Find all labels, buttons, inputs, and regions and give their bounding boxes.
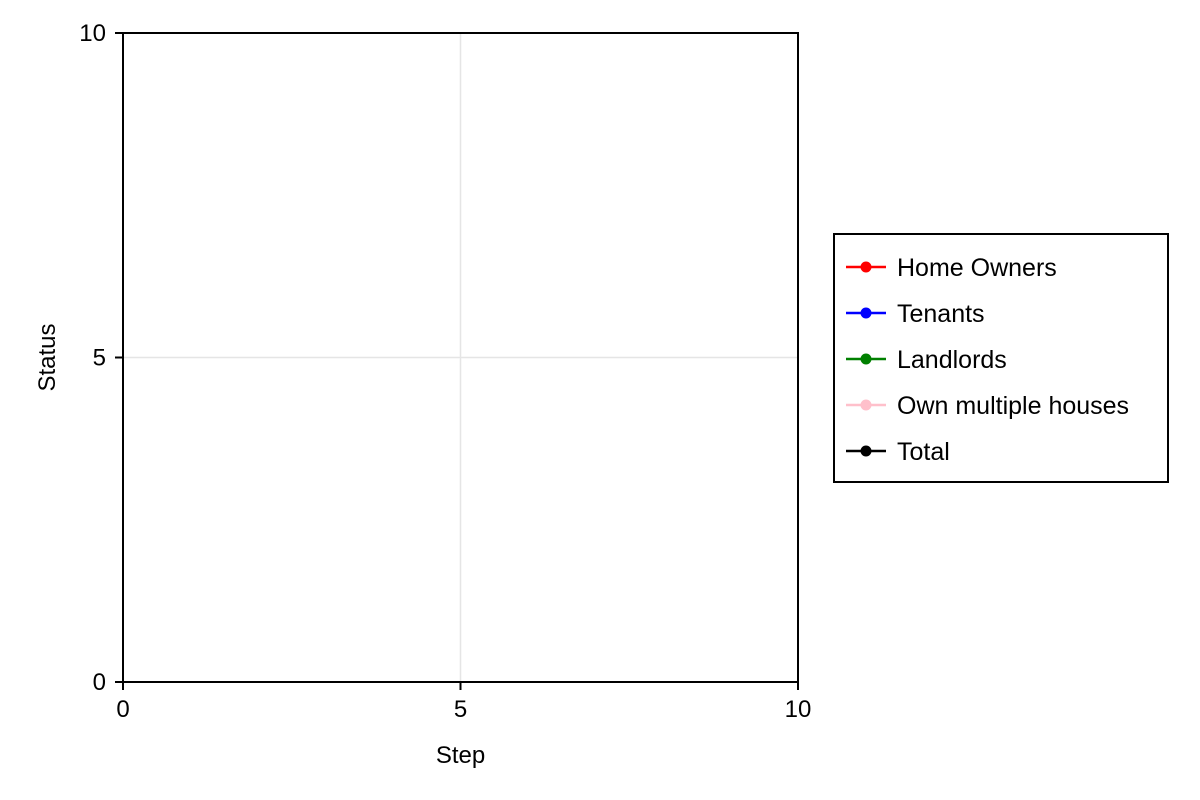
y-tick-label: 10 xyxy=(79,20,106,47)
legend-label: Landlords xyxy=(897,346,1007,374)
legend-item: Landlords xyxy=(846,346,1007,374)
legend-box xyxy=(833,233,1169,483)
legend-item: Tenants xyxy=(846,300,985,328)
legend-marker-swatch xyxy=(860,353,872,365)
legend-label: Total xyxy=(897,438,950,466)
y-tick-label: 0 xyxy=(93,669,106,696)
legend-item: Own multiple houses xyxy=(846,392,1129,420)
legend-marker-swatch xyxy=(860,399,872,411)
x-tick-label: 5 xyxy=(454,696,467,723)
legend-label: Tenants xyxy=(897,300,985,328)
legend-label: Home Owners xyxy=(897,254,1057,282)
legend-marker-swatch xyxy=(860,307,872,319)
x-tick-label: 10 xyxy=(785,696,812,723)
grid xyxy=(123,33,798,682)
legend-marker-swatch xyxy=(860,445,872,457)
x-tick-label: 0 xyxy=(116,696,129,723)
legend-item: Total xyxy=(846,438,950,466)
legend-label: Own multiple houses xyxy=(897,392,1129,420)
y-axis-label: Status xyxy=(34,323,61,391)
legend-item: Home Owners xyxy=(846,254,1057,282)
legend-marker-swatch xyxy=(860,261,872,273)
axis-ticks: 0 5 10 0 5 10 xyxy=(79,20,811,723)
x-axis-label: Step xyxy=(436,742,485,769)
legend: Home Owners Tenants Landlords Own multiple … xyxy=(833,233,1169,483)
y-tick-label: 5 xyxy=(93,345,106,372)
